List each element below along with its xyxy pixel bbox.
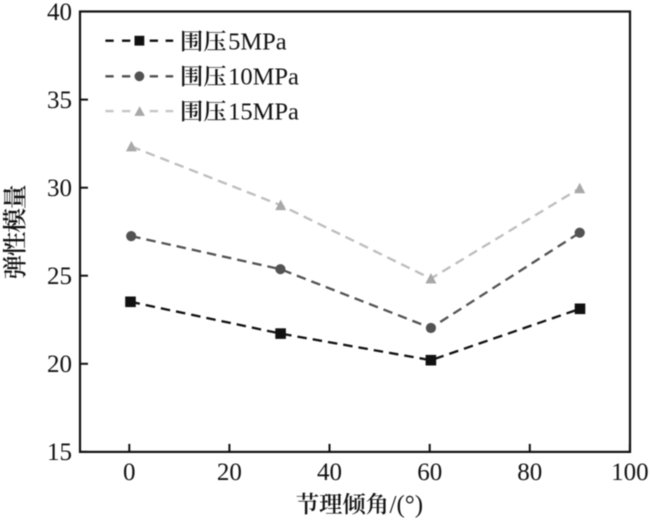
svg-text:20: 20 xyxy=(217,459,242,486)
svg-text:30: 30 xyxy=(47,175,72,202)
svg-text:15MPa: 15MPa xyxy=(228,99,299,126)
svg-text:5MPa: 5MPa xyxy=(228,29,287,56)
svg-text:25: 25 xyxy=(47,263,72,290)
svg-text:15: 15 xyxy=(47,439,72,466)
svg-text:35: 35 xyxy=(47,87,72,114)
svg-text:10MPa: 10MPa xyxy=(228,64,299,91)
svg-text:40: 40 xyxy=(47,0,72,26)
svg-text:40: 40 xyxy=(317,459,342,486)
svg-text:60: 60 xyxy=(417,459,442,486)
svg-text:100: 100 xyxy=(611,459,649,486)
svg-text:/(°): /(°) xyxy=(390,492,424,519)
svg-text:20: 20 xyxy=(47,351,72,378)
svg-text:0: 0 xyxy=(123,459,136,486)
svg-text:80: 80 xyxy=(517,459,542,486)
